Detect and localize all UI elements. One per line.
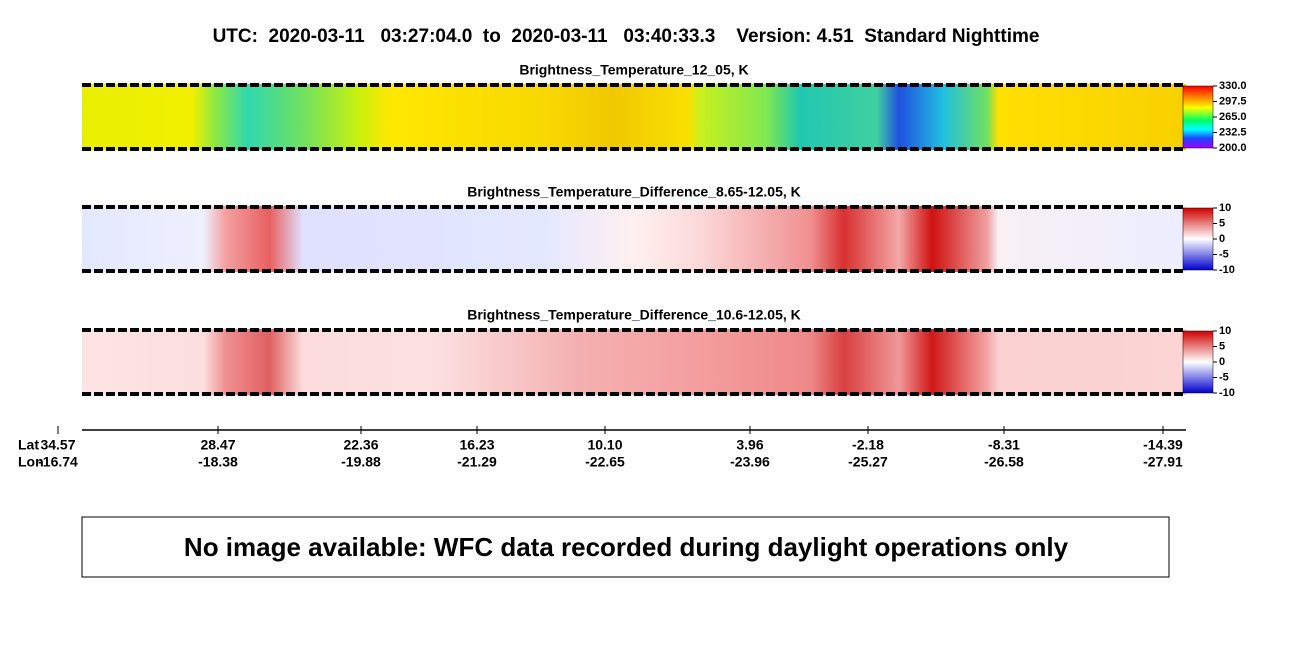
- lat-tick-label: 3.96: [736, 437, 763, 453]
- message-box: [81, 516, 1170, 578]
- colorbar-tick-label: 10: [1219, 202, 1231, 214]
- colorbar-tick-label: 5: [1219, 217, 1225, 229]
- lon-label: Lon: [18, 454, 44, 470]
- lat-tick-label: 16.23: [459, 437, 494, 453]
- colorbar-tick-label: 265.0: [1219, 111, 1247, 123]
- lat-tick-label: 28.47: [200, 437, 235, 453]
- lat-tick-label: 10.10: [587, 437, 622, 453]
- lon-tick-label: -27.91: [1143, 454, 1183, 470]
- lon-tick-label: -22.65: [585, 454, 625, 470]
- lon-tick-label: -25.27: [848, 454, 888, 470]
- lat-tick-label: 22.36: [343, 437, 378, 453]
- colorbar-tick-label: 330.0: [1219, 80, 1247, 92]
- lon-tick-label: -23.96: [730, 454, 770, 470]
- lon-tick-label: -19.88: [341, 454, 381, 470]
- panel-title: Brightness_Temperature_12_05, K: [519, 62, 748, 78]
- panel-title: Brightness_Temperature_Difference_8.65-1…: [467, 184, 801, 200]
- data-strip: [82, 84, 1186, 150]
- colorbar: [1182, 207, 1214, 271]
- colorbar-tick-label: 0: [1219, 356, 1225, 368]
- lon-tick-label: -26.58: [984, 454, 1024, 470]
- lat-tick-label: -8.31: [988, 437, 1020, 453]
- colorbar-tick-label: -5: [1219, 248, 1229, 260]
- colorbar: [1182, 85, 1214, 149]
- panel-title: Brightness_Temperature_Difference_10.6-1…: [467, 307, 801, 323]
- lat-tick-label: 34.57: [40, 437, 75, 453]
- colorbar-tick-label: 5: [1219, 340, 1225, 352]
- data-strip: [82, 206, 1186, 272]
- lat-tick-label: -14.39: [1143, 437, 1183, 453]
- colorbar-tick-label: -10: [1219, 264, 1235, 276]
- page-title: UTC: 2020-03-11 03:27:04.0 to 2020-03-11…: [213, 26, 1040, 47]
- lat-tick-label: -2.18: [852, 437, 884, 453]
- colorbar-tick-label: 0: [1219, 233, 1225, 245]
- colorbar-tick-label: -5: [1219, 371, 1229, 383]
- colorbar-tick-label: 297.5: [1219, 95, 1247, 107]
- lon-tick-label: -21.29: [457, 454, 497, 470]
- message: No image available: WFC data recorded du…: [184, 532, 1069, 562]
- colorbar-tick-label: 10: [1219, 325, 1231, 337]
- lon-tick-label: -18.38: [198, 454, 238, 470]
- lon-tick-label: -16.74: [38, 454, 78, 470]
- colorbar-tick-label: 232.5: [1219, 126, 1247, 138]
- data-strip: [82, 329, 1186, 395]
- lat-label: Lat: [18, 437, 39, 453]
- colorbar-tick-label: 200.0: [1219, 142, 1247, 154]
- colorbar-tick-label: -10: [1219, 387, 1235, 399]
- colorbar: [1182, 330, 1214, 394]
